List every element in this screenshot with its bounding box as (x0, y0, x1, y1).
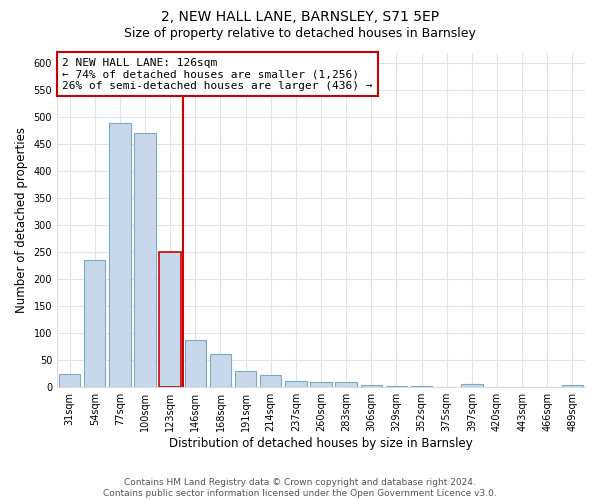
Bar (59, 374, 80, 387)
Text: Size of property relative to detached houses in Barnsley: Size of property relative to detached ho… (124, 28, 476, 40)
Bar (260, 376, 281, 387)
Bar (335, 382, 357, 387)
Text: Contains HM Land Registry data © Crown copyright and database right 2024.
Contai: Contains HM Land Registry data © Crown c… (103, 478, 497, 498)
X-axis label: Distribution of detached houses by size in Barnsley: Distribution of detached houses by size … (169, 437, 473, 450)
Bar (109, 122, 131, 387)
Bar (134, 134, 156, 387)
Bar (285, 380, 307, 387)
Bar (84, 260, 106, 387)
Bar (411, 386, 432, 387)
Bar (210, 354, 231, 387)
Bar (160, 252, 181, 387)
Bar (361, 385, 382, 387)
Bar (436, 386, 457, 387)
Bar (562, 385, 583, 387)
Bar (185, 340, 206, 387)
Bar (511, 386, 533, 387)
Text: 2, NEW HALL LANE, BARNSLEY, S71 5EP: 2, NEW HALL LANE, BARNSLEY, S71 5EP (161, 10, 439, 24)
Bar (461, 384, 482, 387)
Bar (536, 386, 558, 387)
Bar (386, 386, 407, 387)
Text: 2 NEW HALL LANE: 126sqm
← 74% of detached houses are smaller (1,256)
26% of semi: 2 NEW HALL LANE: 126sqm ← 74% of detache… (62, 58, 373, 90)
Bar (235, 371, 256, 387)
Bar (310, 382, 332, 387)
Y-axis label: Number of detached properties: Number of detached properties (15, 127, 28, 313)
Bar (487, 386, 508, 387)
